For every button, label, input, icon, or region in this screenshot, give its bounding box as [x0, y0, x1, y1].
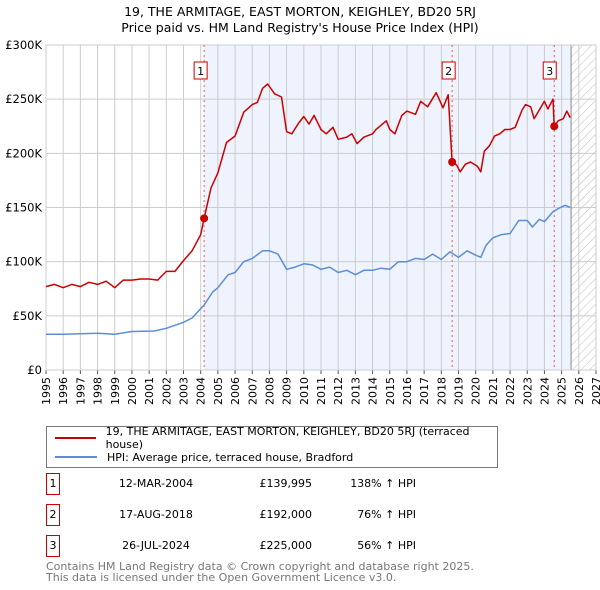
legend-label-property: 19, THE ARMITAGE, EAST MORTON, KEIGHLEY,… — [105, 425, 470, 451]
chart-subtitle: Price paid vs. HM Land Registry's House … — [121, 20, 479, 35]
x-tick-label: 2015 — [384, 377, 397, 405]
sale-row: 2 17-AUG-2018 £192,000 76% ↑ HPI — [46, 504, 466, 526]
x-tick-label: 2027 — [590, 377, 600, 405]
x-tick-label: 2011 — [315, 377, 328, 405]
legend-item-hpi: HPI: Average price, terraced house, Brad… — [55, 449, 353, 465]
y-tick-label: £250K — [5, 92, 42, 106]
x-tick-label: 2019 — [453, 377, 466, 405]
legend: 19, THE ARMITAGE, EAST MORTON, KEIGHLEY,… — [46, 425, 498, 468]
x-tick-label: 2020 — [470, 377, 483, 405]
sale-row: 1 12-MAR-2004 £139,995 138% ↑ HPI — [46, 473, 466, 495]
sale-label-box — [542, 61, 557, 80]
sale-label: 3 — [546, 65, 553, 78]
y-tick-label: £300K — [5, 38, 42, 52]
legend-item-property: 19, THE ARMITAGE, EAST MORTON, KEIGHLEY,… — [55, 425, 497, 451]
x-tick-label: 2004 — [195, 377, 208, 405]
x-tick-label: 2021 — [487, 377, 500, 405]
sale-price: £192,000 — [259, 508, 313, 521]
sale-price: £139,995 — [259, 477, 313, 490]
x-tick-label: 2022 — [504, 377, 517, 405]
x-tick-label: 2014 — [367, 377, 380, 405]
legend-label-hpi: HPI: Average price, terraced house, Brad… — [107, 450, 354, 464]
y-tick-label: £0 — [27, 363, 42, 377]
x-tick-label: 2017 — [418, 377, 431, 405]
y-tick-label: £200K — [5, 146, 42, 160]
sale-label: 2 — [445, 65, 452, 78]
x-tick-label: 2001 — [143, 377, 156, 405]
sale-marker-box: 3 — [46, 535, 60, 557]
y-tick-label: £50K — [13, 309, 43, 323]
x-tick-label: 1998 — [92, 377, 105, 405]
hpi-line — [46, 204, 571, 336]
sale-marker-box: 2 — [46, 504, 60, 526]
x-tick-label: 2003 — [178, 377, 191, 405]
legend-swatch-blue — [55, 456, 97, 458]
footer-copyright: Contains HM Land Registry data © Crown c… — [46, 560, 474, 573]
sale-label: 1 — [197, 65, 204, 78]
x-tick-label: 2026 — [573, 377, 586, 405]
y-tick-label: £150K — [5, 201, 42, 215]
sale-point — [550, 122, 559, 131]
x-tick-label: 2023 — [521, 377, 534, 405]
y-tick-label: £100K — [5, 255, 42, 269]
x-tick-label: 2000 — [126, 377, 139, 405]
x-tick-label: 2013 — [349, 377, 362, 405]
x-tick-label: 2024 — [538, 377, 551, 405]
plot-area: 1995 1996 1997 1998 1999 2000 2001 2002 2003 2004… — [5, 38, 600, 405]
sale-price: £225,000 — [259, 539, 313, 552]
sale-point — [448, 158, 457, 166]
sale-marker-box: 1 — [46, 473, 60, 495]
sale-date: 17-AUG-2018 — [119, 508, 193, 521]
x-tick-label: 2005 — [212, 377, 225, 405]
x-tick-label: 2008 — [263, 377, 276, 405]
x-tick-label: 2025 — [556, 377, 569, 405]
chart-title: 19, THE ARMITAGE, EAST MORTON, KEIGHLEY,… — [124, 4, 476, 19]
sale-point — [200, 214, 209, 223]
x-tick-label: 1995 — [40, 377, 53, 405]
x-tick-label: 2009 — [281, 377, 294, 405]
sale-hpi: 56% ↑ HPI — [357, 539, 416, 552]
x-tick-label: 2006 — [229, 377, 242, 405]
x-tick-label: 2012 — [332, 377, 345, 405]
sale-row: 3 26-JUL-2024 £225,000 56% ↑ HPI — [46, 535, 466, 557]
plot-border — [45, 44, 597, 371]
x-tick-label: 2010 — [298, 377, 311, 405]
legend-swatch-red — [55, 437, 96, 439]
sale-label-box — [193, 61, 208, 80]
x-tick-label: 2007 — [246, 377, 259, 405]
sale-date: 26-JUL-2024 — [122, 539, 190, 552]
x-tick-label: 1997 — [74, 377, 87, 405]
x-tick-label: 2018 — [435, 377, 448, 405]
sale-hpi: 76% ↑ HPI — [357, 508, 416, 521]
x-tick-label: 1996 — [57, 377, 70, 405]
sale-hpi: 138% ↑ HPI — [350, 477, 416, 490]
x-tick-label: 2016 — [401, 377, 414, 405]
x-tick-label: 2002 — [160, 377, 173, 405]
sale-date: 12-MAR-2004 — [118, 477, 194, 490]
footer-licence: This data is licensed under the Open Gov… — [46, 571, 397, 584]
property-price-line — [45, 83, 571, 289]
sale-label-box — [441, 61, 456, 80]
x-tick-label: 1999 — [109, 377, 122, 405]
